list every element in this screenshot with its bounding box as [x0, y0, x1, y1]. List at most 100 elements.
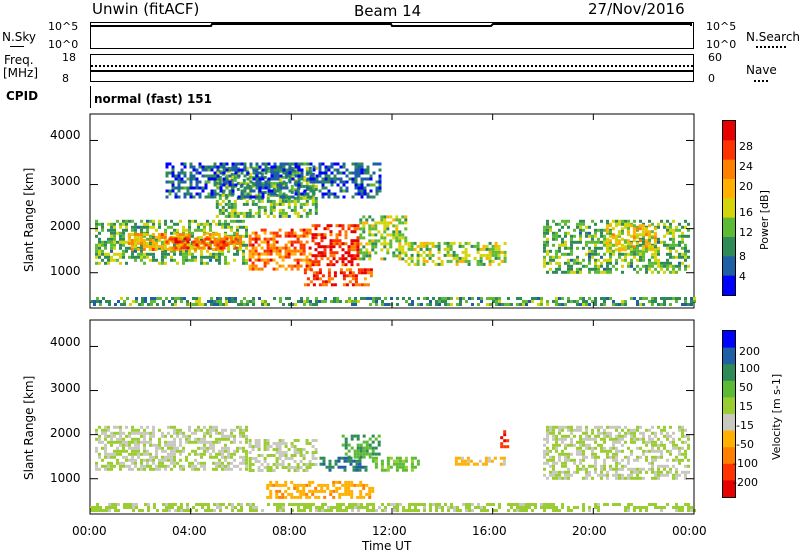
vel-ytick-2000: 2000 — [50, 426, 81, 440]
vel-tick-m50: -50 — [736, 438, 754, 451]
freq-ybottom: 8 — [62, 72, 69, 85]
xtick-1600: 16:00 — [472, 524, 507, 538]
velocity-panel — [89, 319, 696, 515]
cpid-divider — [90, 86, 91, 108]
velocity-colorbar-swatch-7 — [723, 447, 735, 465]
power-ytick-2000: 2000 — [50, 219, 81, 233]
nave-trace — [91, 65, 693, 67]
velocity-panel-region-6 — [454, 456, 506, 466]
velocity-colorbar — [722, 330, 736, 498]
power-panel-region-11 — [605, 224, 657, 252]
power-tick-12: 12 — [739, 226, 753, 239]
velocity-colorbar-swatch-1 — [723, 347, 735, 365]
power-ytick-4000: 4000 — [50, 128, 81, 142]
vel-ytick-4000: 4000 — [50, 335, 81, 349]
power-panel-region-4 — [311, 224, 360, 267]
power-ytick-1000: 1000 — [50, 264, 81, 278]
velocity-panel-region-9 — [90, 503, 696, 512]
velocity-panel-frame — [89, 319, 695, 515]
nsky-ybottom: 10^0 — [48, 38, 79, 51]
power-panel-region-3 — [248, 228, 312, 271]
power-colorbar-swatch-3 — [723, 179, 735, 199]
freq-label: Freq. — [4, 53, 34, 67]
beam-title: Beam 14 — [354, 2, 422, 20]
nsearch-label: N.Search — [746, 30, 800, 44]
vel-ytick-1000: 1000 — [50, 471, 81, 485]
velocity-ylabel: Slant Range [km] — [22, 375, 36, 480]
velocity-panel-region-0 — [95, 425, 248, 471]
power-ylabel: Slant Range [km] — [22, 167, 36, 272]
vel-tick-200: 200 — [739, 345, 760, 358]
power-tick-4: 4 — [739, 270, 746, 283]
velocity-colorbar-swatch-2 — [723, 364, 735, 382]
freq-panel — [90, 54, 694, 82]
nave-ytop: 60 — [708, 51, 722, 64]
nsearch-ytop: 10^5 — [706, 20, 737, 33]
velocity-panel-region-3 — [341, 434, 381, 459]
velocity-colorbar-swatch-3 — [723, 380, 735, 398]
power-panel-region-12 — [90, 297, 696, 306]
nave-legend-line — [754, 80, 768, 82]
velocity-colorbar-swatches — [723, 331, 735, 497]
power-colorbar-swatch-6 — [723, 237, 735, 257]
nave-label: Nave — [746, 63, 777, 77]
cpid-label: CPID — [6, 89, 39, 103]
xtick-0400: 04:00 — [172, 524, 207, 538]
nave-ybottom: 0 — [708, 72, 715, 85]
nsky-trace — [91, 23, 692, 27]
velocity-panel-region-4 — [266, 480, 375, 499]
nsky-ytop: 10^5 — [48, 20, 79, 33]
xtick-1200: 12:00 — [372, 524, 407, 538]
power-panel-region-9 — [165, 162, 382, 199]
power-colorbar-swatch-4 — [723, 198, 735, 219]
velocity-colorbar-swatch-4 — [723, 397, 735, 415]
station-title: Unwin (fitACF) — [92, 0, 200, 18]
power-panel-region-5 — [303, 268, 373, 287]
power-colorbar-swatch-7 — [723, 256, 735, 277]
velocity-colorbar-swatch-6 — [723, 430, 735, 448]
velocity-colorbar-swatch-5 — [723, 414, 735, 432]
nsky-legend-line — [10, 46, 24, 47]
power-tick-28: 28 — [739, 140, 753, 153]
date-title: 27/Nov/2016 — [588, 0, 685, 18]
freq-ytop: 18 — [62, 51, 76, 64]
velocity-colorbar-swatch-9 — [723, 480, 735, 497]
vel-tick-15: 15 — [739, 400, 753, 413]
vel-tick-100: 100 — [739, 362, 760, 375]
nsearch-ybottom: 10^0 — [706, 38, 737, 51]
power-panel-region-2 — [165, 237, 238, 250]
freq-trace — [91, 70, 693, 72]
velocity-panel-region-8 — [543, 425, 690, 480]
velocity-panel-region-5 — [371, 456, 420, 472]
power-colorbar-swatches — [723, 121, 735, 295]
power-tick-8: 8 — [739, 250, 746, 263]
xtick-0000: 00:00 — [72, 524, 107, 538]
vel-tick-m100: -100 — [733, 457, 758, 470]
freq-unit: [MHz] — [3, 66, 39, 80]
power-colorbar-swatch-5 — [723, 217, 735, 238]
nsky-panel — [90, 22, 694, 49]
nsky-label: N.Sky — [2, 30, 37, 44]
xlabel: Time UT — [362, 539, 412, 553]
power-panel — [89, 113, 696, 309]
power-tick-20: 20 — [739, 180, 753, 193]
power-colorbar-swatch-8 — [723, 275, 735, 295]
power-panel-region-6 — [359, 215, 408, 261]
cpid-value: normal (fast) 151 — [94, 92, 212, 106]
power-colorbar-swatch-1 — [723, 140, 735, 161]
power-ytick-3000: 3000 — [50, 174, 81, 188]
power-tick-16: 16 — [739, 206, 753, 219]
velocity-panel-region-1 — [248, 439, 318, 472]
xtick-2400: 00:00 — [672, 524, 707, 538]
velocity-colorbar-swatch-0 — [723, 331, 735, 349]
vel-tick-m200: -200 — [733, 476, 758, 489]
power-panel-region-10 — [543, 219, 690, 274]
vel-ytick-3000: 3000 — [50, 381, 81, 395]
velocity-panel-region-7 — [500, 430, 510, 449]
vel-tick-m15: -15 — [736, 419, 754, 432]
power-tick-24: 24 — [739, 160, 753, 173]
power-colorbar-swatch-2 — [723, 159, 735, 180]
power-panel-frame — [89, 113, 695, 309]
power-colorbar — [722, 120, 736, 296]
